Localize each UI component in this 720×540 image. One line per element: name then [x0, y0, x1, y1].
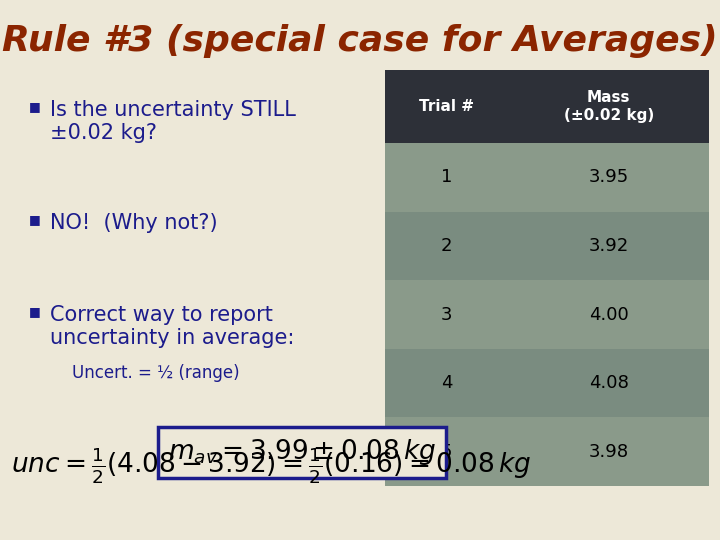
Text: 3.98: 3.98	[589, 443, 629, 461]
Text: 3: 3	[441, 306, 452, 323]
Text: 1: 1	[441, 168, 452, 186]
FancyBboxPatch shape	[385, 349, 709, 417]
FancyBboxPatch shape	[385, 70, 709, 143]
Text: Rule #3 (special case for Averages): Rule #3 (special case for Averages)	[2, 24, 718, 58]
Text: 3.92: 3.92	[589, 237, 629, 255]
Text: Mass
(±0.02 kg): Mass (±0.02 kg)	[564, 90, 654, 124]
FancyBboxPatch shape	[158, 427, 446, 478]
Text: Uncert. = ½ (range): Uncert. = ½ (range)	[72, 364, 240, 382]
FancyBboxPatch shape	[385, 417, 709, 486]
Text: ■: ■	[29, 213, 40, 226]
Text: 2: 2	[441, 237, 452, 255]
Text: Is the uncertainty STILL
±0.02 kg?: Is the uncertainty STILL ±0.02 kg?	[50, 100, 296, 143]
Text: 3.95: 3.95	[589, 168, 629, 186]
Text: 5: 5	[441, 443, 452, 461]
Text: 4: 4	[441, 374, 452, 392]
Text: Trial #: Trial #	[419, 99, 474, 114]
Text: ■: ■	[29, 305, 40, 318]
Text: 4.00: 4.00	[589, 306, 629, 323]
Text: 4.08: 4.08	[589, 374, 629, 392]
FancyBboxPatch shape	[385, 212, 709, 280]
FancyBboxPatch shape	[385, 143, 709, 212]
Text: Correct way to report
uncertainty in average:: Correct way to report uncertainty in ave…	[50, 305, 294, 348]
Text: ■: ■	[29, 100, 40, 113]
FancyBboxPatch shape	[385, 280, 709, 349]
Text: NO!  (Why not?): NO! (Why not?)	[50, 213, 218, 233]
Text: $\mathit{unc} = \frac{1}{2}(4.08 - 3.92) = \frac{1}{2}(0.16) = 0.08\,\mathit{kg}: $\mathit{unc} = \frac{1}{2}(4.08 - 3.92)…	[11, 446, 531, 486]
Text: $\mathit{m}_{av} = 3.99 \pm 0.08\,\mathit{kg}$: $\mathit{m}_{av} = 3.99 \pm 0.08\,\mathi…	[168, 437, 436, 467]
